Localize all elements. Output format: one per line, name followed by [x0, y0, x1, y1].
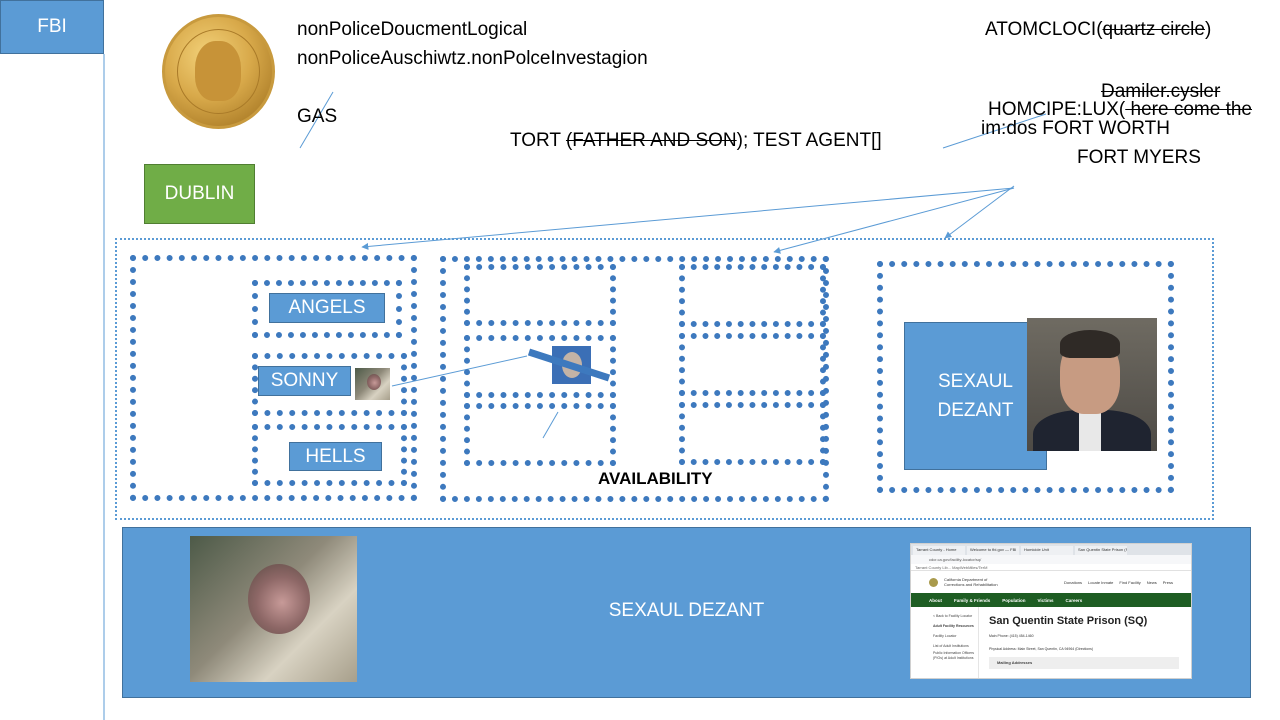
- nav-item: Family & Friends: [954, 597, 991, 603]
- atomcloci-text: ATOMCLOCI(quartz circle): [985, 19, 1211, 41]
- imdos-text: im:dos FORT WORTH: [981, 118, 1170, 139]
- atom-strike: quartz circle: [1102, 19, 1205, 40]
- bottom-banner-label: SEXAUL DEZANT: [608, 600, 765, 621]
- left-group-frame: [130, 255, 417, 501]
- middle-group-frame: [440, 256, 829, 502]
- browser-tabs: Tarrant County - Home Welcome to fbi.gov…: [911, 544, 1191, 555]
- angels-frame: [252, 280, 402, 338]
- browser-tab: Tarrant County - Home: [913, 546, 965, 555]
- tort-post: ); TEST AGENT[]: [736, 130, 882, 151]
- sonny-label: SONNY: [258, 366, 351, 396]
- browser-mailing: Mailing Addresses: [989, 657, 1179, 669]
- mid-cell-3: [464, 403, 616, 466]
- reagan-coin-image: [162, 14, 275, 129]
- browser-tab: Homicide Unit: [1021, 546, 1073, 555]
- nixon-portrait-image: [1027, 318, 1157, 451]
- browser-page-title: San Quentin State Prison (SQ): [989, 615, 1148, 627]
- hells-frame: [252, 424, 407, 486]
- sonny-frame: [252, 353, 407, 416]
- atom-post: ): [1204, 19, 1212, 40]
- browser-bookmarks: Tarrant County Lib... MapWebMiles/TerM: [911, 564, 1191, 571]
- nav-item: Victims: [1037, 597, 1054, 603]
- browser-agency: California Department of Corrections and…: [944, 577, 998, 587]
- availability-container: [115, 238, 1214, 520]
- browser-header-links: Donations Locate Inmate Find Facility Ne…: [1064, 580, 1173, 585]
- header-link: Press: [1162, 579, 1173, 585]
- sexaul-line1: SEXAUL: [938, 371, 1013, 392]
- text-line1: nonPoliceDoucmentLogical: [297, 19, 528, 40]
- animal-closeup-image: [190, 536, 357, 682]
- gas-text: GAS: [297, 106, 338, 127]
- homcipe-text: HOMCIPE:LUX( here come the: [988, 99, 1280, 121]
- sexaul-line2: DEZANT: [937, 400, 1014, 421]
- tort-text: TORT (FATHER AND SON); TEST AGENT[]: [510, 130, 882, 152]
- damiler-text: Damiler.cysler: [1101, 81, 1221, 102]
- browser-nav: About Family & Friends Population Victim…: [911, 593, 1191, 607]
- header-link: News: [1146, 579, 1157, 585]
- header-link: Locate Inmate: [1088, 579, 1114, 585]
- header-link: Donations: [1064, 579, 1083, 585]
- browser-address-line: Physical Address: Main Street, San Quent…: [989, 647, 1094, 651]
- fbi-box: FBI: [0, 0, 104, 54]
- browser-address: cdcr.ca.gov/facility-locator/sq/: [911, 555, 1191, 564]
- sonny-thumbnail-image: [355, 368, 390, 400]
- cross-out-stroke: [527, 348, 611, 382]
- browser-body: < Back to Facility Locator Adult Facilit…: [911, 607, 1191, 678]
- atom-pre: ATOMCLOCI(: [985, 19, 1103, 40]
- arrow-to-right-group: [944, 185, 1015, 239]
- homcipe-pre: HOMCIPE:LUX(: [988, 99, 1126, 120]
- right-group-frame: [877, 261, 1174, 493]
- side-item: < Back to Facility Locator: [933, 614, 973, 618]
- tort-strike: (FATHER AND SON: [565, 130, 737, 151]
- side-item: List of Adult Institutions: [933, 644, 969, 648]
- browser-tab: San Quentin State Prison (SQ): [1075, 546, 1127, 555]
- side-item: Facility Locator: [933, 634, 957, 638]
- cdcr-logo-icon: [929, 577, 938, 587]
- browser-tab: Welcome to fbi.gov — FBI: [967, 546, 1019, 555]
- dublin-box: DUBLIN: [144, 164, 255, 224]
- sexaul-dezant-box: SEXAUL DEZANT: [904, 322, 1047, 470]
- fort-myers-text: FORT MYERS: [1077, 147, 1201, 168]
- mid-cell-2: [464, 335, 616, 398]
- side-item: Adult Facility Resources: [933, 624, 974, 628]
- browser-site-header: California Department of Corrections and…: [911, 571, 1191, 593]
- browser-main: San Quentin State Prison (SQ) Main Phone…: [979, 607, 1179, 678]
- homcipe-strike: here come the: [1125, 99, 1252, 120]
- mid-cell-4: [679, 264, 826, 327]
- nav-item: About: [929, 597, 942, 603]
- availability-label: AVAILABILITY: [598, 469, 713, 488]
- mid-cell-5: [679, 333, 826, 396]
- tort-pre: TORT: [510, 130, 566, 151]
- browser-sidebar: < Back to Facility Locator Adult Facilit…: [911, 607, 979, 678]
- browser-phone: Main Phone: (415) 454-1460: [989, 634, 1034, 638]
- nav-item: Population: [1002, 597, 1026, 603]
- side-item: Public Information Officers (PIOs) at Ad…: [933, 651, 974, 660]
- hells-label: HELLS: [289, 442, 382, 471]
- browser-screenshot-image: Tarrant County - Home Welcome to fbi.gov…: [910, 543, 1192, 679]
- text-line2: nonPoliceAuschiwtz.nonPolceInvestagion: [297, 48, 648, 69]
- nav-item: Careers: [1065, 597, 1083, 603]
- header-link: Find Facility: [1119, 579, 1141, 585]
- mid-cell-1: [464, 264, 616, 326]
- angels-label: ANGELS: [269, 293, 385, 323]
- mid-cell-6: [679, 402, 826, 465]
